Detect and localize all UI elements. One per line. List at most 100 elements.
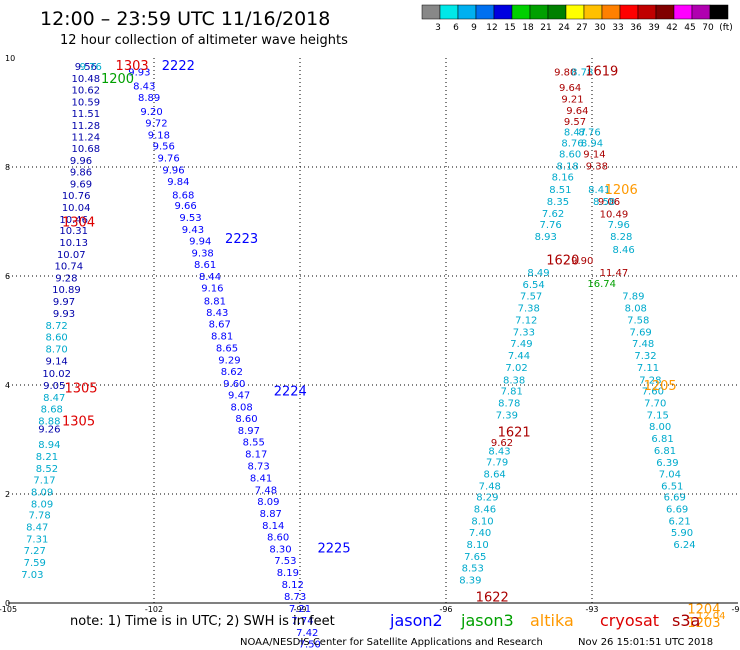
- wave-height-label: 8.16: [552, 172, 574, 183]
- wave-height-label: 8.60: [559, 149, 581, 160]
- wave-height-label: 7.31: [26, 535, 48, 546]
- wave-height-label: 7.27: [24, 546, 46, 557]
- credit-text: NOAA/NESDIS Center for Satellite Applica…: [240, 637, 543, 648]
- wave-height-label: 10.31: [59, 226, 88, 237]
- wave-height-label: 9.29: [218, 355, 240, 366]
- wave-height-label: 8.41: [588, 185, 610, 196]
- wave-height-label: 10.02: [42, 369, 71, 380]
- wave-height-label: 10.76: [62, 191, 91, 202]
- colorbar-swatch: [619, 4, 639, 20]
- colorbar-label: (ft): [719, 23, 733, 33]
- wave-height-label: 8.30: [269, 545, 291, 556]
- wave-height-label: 8.81: [204, 297, 226, 308]
- wave-height-label: 8.94: [581, 138, 603, 149]
- colorbar-swatch: [601, 4, 621, 20]
- wave-height-label: 8.60: [46, 332, 68, 343]
- wave-height-label: 10.48: [72, 74, 101, 85]
- wave-height-label: 8.89: [138, 93, 160, 104]
- wave-height-label: 8.47: [564, 128, 586, 139]
- wave-height-label: 8.94: [38, 440, 60, 451]
- colorbar-label: 45: [684, 23, 695, 33]
- wave-height-label: 7.48: [479, 481, 501, 492]
- pass-number-label: 1200: [101, 72, 134, 87]
- pass-number-label: 1622: [476, 590, 509, 605]
- wave-height-label: 9.20: [140, 107, 162, 118]
- wave-height-label: 8.47: [26, 523, 48, 534]
- pass-number-label: 1619: [585, 65, 618, 80]
- wave-height-label: 8.97: [238, 426, 260, 437]
- colorbar-label: 9: [471, 23, 477, 33]
- wave-height-label: 8.08: [230, 402, 252, 413]
- wave-height-label: 8.65: [216, 343, 238, 354]
- wave-height-label: 9.66: [175, 201, 197, 212]
- wave-height-label: 9.80: [554, 68, 576, 79]
- wave-height-label: 9.05: [43, 381, 65, 392]
- y-tick-label: 10: [5, 54, 15, 63]
- pass-number-label: 1305: [64, 382, 97, 397]
- wave-height-label: 8.44: [199, 272, 221, 283]
- wave-height-label: 7.48: [255, 486, 277, 497]
- pass-number-label: 1303: [116, 59, 149, 74]
- colorbar-label: 39: [648, 23, 660, 33]
- wave-height-label: 8.88: [38, 416, 60, 427]
- wave-height-label: 12.04: [697, 611, 726, 622]
- wave-height-label: 8.46: [613, 245, 635, 256]
- chart-subtitle: 12 hour collection of altimeter wave hei…: [60, 33, 348, 48]
- pass-number-label: 1621: [498, 425, 531, 440]
- x-tick-label: -105: [0, 605, 17, 614]
- wave-height-label: 10.62: [72, 86, 101, 97]
- wave-height-label: 7.28: [639, 376, 661, 387]
- grid-lines: [8, 58, 738, 603]
- wave-height-label: 8.53: [462, 564, 484, 575]
- wave-height-label: 7.69: [630, 328, 652, 339]
- y-tick-label: 2: [5, 490, 10, 499]
- wave-height-label: 7.57: [520, 292, 542, 303]
- pass-number-label: 1620: [546, 254, 579, 269]
- colorbar-swatch: [547, 4, 567, 20]
- wave-height-label: 9.43: [182, 225, 204, 236]
- footnote: note: 1) Time is in UTC; 2) SWH is in fe…: [70, 614, 335, 629]
- axes: -105 -102 -99 -96 -93 -90 0 2 4 6 8 10: [0, 54, 740, 614]
- wave-height-label: 8.52: [36, 464, 58, 475]
- wave-height-label: 9.18: [148, 130, 170, 141]
- data-points: 9.938.438.899.209.729.189.569.769.969.84…: [21, 62, 725, 650]
- wave-height-label: 8.29: [476, 493, 498, 504]
- wave-height-label: 8.47: [43, 393, 65, 404]
- colorbar-swatch: [511, 4, 531, 20]
- wave-height-label: 9.64: [566, 106, 588, 117]
- wave-height-label: 7.21: [289, 604, 311, 615]
- wave-height-label: 9.21: [561, 94, 583, 105]
- pass-number-label: 1206: [605, 183, 638, 198]
- colorbar-label: 70: [702, 23, 714, 33]
- wave-height-label: 9.38: [586, 161, 608, 172]
- wave-height-label: 8.68: [41, 404, 63, 415]
- wave-height-label: 10.89: [52, 285, 81, 296]
- wave-height-label: 9.38: [192, 249, 214, 260]
- y-tick-label: 6: [5, 272, 10, 281]
- legend-item-cryosat: cryosat: [600, 611, 659, 630]
- satellite-legend: jason2 jason3 altika cryosat s3a: [389, 611, 700, 630]
- colorbar-swatch: [691, 4, 711, 20]
- wave-height-label: 7.02: [505, 363, 527, 374]
- wave-height-label: 8.60: [267, 533, 289, 544]
- colorbar-label: 15: [504, 23, 515, 33]
- colorbar-swatch: [565, 4, 585, 20]
- pass-number-label: 2222: [162, 59, 195, 74]
- x-tick-label: -99: [293, 605, 306, 614]
- wave-height-label: 9.14: [583, 149, 605, 160]
- wave-height-label: 8.43: [488, 446, 510, 457]
- colorbar-label: 18: [522, 23, 534, 33]
- pass-number-label: 2224: [274, 384, 307, 399]
- wave-height-label: 9.84: [167, 177, 189, 188]
- wave-height-label: 8.17: [245, 450, 267, 461]
- colorbar-label: 27: [576, 23, 587, 33]
- wave-height-label: 8.28: [610, 232, 632, 243]
- wave-height-label: 7.03: [21, 570, 43, 581]
- wave-height-label: 7.38: [518, 304, 540, 315]
- wave-height-label: 9.14: [46, 356, 68, 367]
- generation-timestamp: Nov 26 15:01:51 UTC 2018: [578, 637, 713, 648]
- wave-height-label: 8.62: [221, 367, 243, 378]
- wave-height-label: 7.04: [659, 469, 681, 480]
